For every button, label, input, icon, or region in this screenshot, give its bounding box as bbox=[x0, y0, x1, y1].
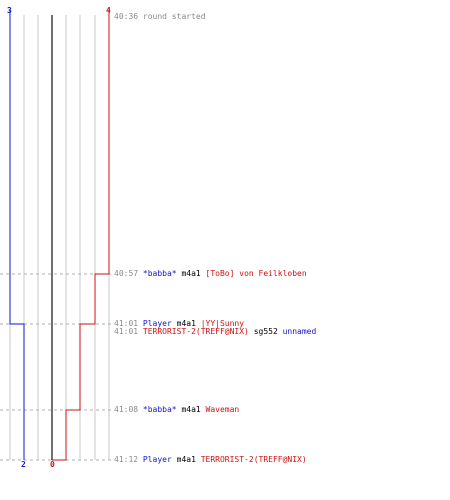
event-part: *babba* bbox=[142, 269, 182, 278]
event-part: *babba* bbox=[142, 405, 182, 414]
event-part: m4a1 bbox=[181, 269, 206, 278]
event-part: m4a1 bbox=[176, 319, 201, 328]
event-time: 41:08 bbox=[114, 405, 143, 414]
event-row: 40:57 *babba* m4a1 [ToBo] von Feilkloben bbox=[114, 269, 307, 278]
ct-team-alive-line bbox=[9, 10, 25, 460]
event-part: Player bbox=[142, 455, 177, 464]
event-part: m4a1 bbox=[181, 405, 206, 414]
ct-start-count: 3 bbox=[7, 6, 12, 15]
event-row: 41:01 Player m4a1 |YY|Sunny bbox=[114, 319, 244, 328]
event-time: 41:01 bbox=[114, 319, 143, 328]
event-part: TERRORIST-2(TREFF@NIX) bbox=[142, 327, 254, 336]
event-part: |YY|Sunny bbox=[200, 319, 245, 328]
event-row: 41:08 *babba* m4a1 Waveman bbox=[114, 405, 239, 414]
t-team-alive-line bbox=[52, 10, 110, 461]
event-row: 40:36 round started bbox=[114, 12, 206, 21]
event-part: Waveman bbox=[205, 405, 240, 414]
event-part: [ToBo] von Feilkloben bbox=[205, 269, 307, 278]
event-part: sg552 bbox=[253, 327, 283, 336]
ct-end-count: 2 bbox=[21, 460, 26, 469]
event-part: round started bbox=[142, 12, 206, 21]
event-part: unnamed bbox=[282, 327, 317, 336]
event-part: Player bbox=[142, 319, 177, 328]
event-time: 40:57 bbox=[114, 269, 143, 278]
event-row: 41:01 TERRORIST-2(TREFF@NIX) sg552 unnam… bbox=[114, 327, 316, 336]
event-part: m4a1 bbox=[176, 455, 201, 464]
event-time: 41:12 bbox=[114, 455, 143, 464]
team-lane-grid bbox=[9, 15, 110, 460]
t-end-count: 0 bbox=[50, 460, 55, 469]
event-row: 41:12 Player m4a1 TERRORIST-2(TREFF@NIX) bbox=[114, 455, 307, 464]
t-start-count: 4 bbox=[106, 6, 111, 15]
event-part: TERRORIST-2(TREFF@NIX) bbox=[200, 455, 307, 464]
event-time: 41:01 bbox=[114, 327, 143, 336]
event-time: 40:36 bbox=[114, 12, 143, 21]
